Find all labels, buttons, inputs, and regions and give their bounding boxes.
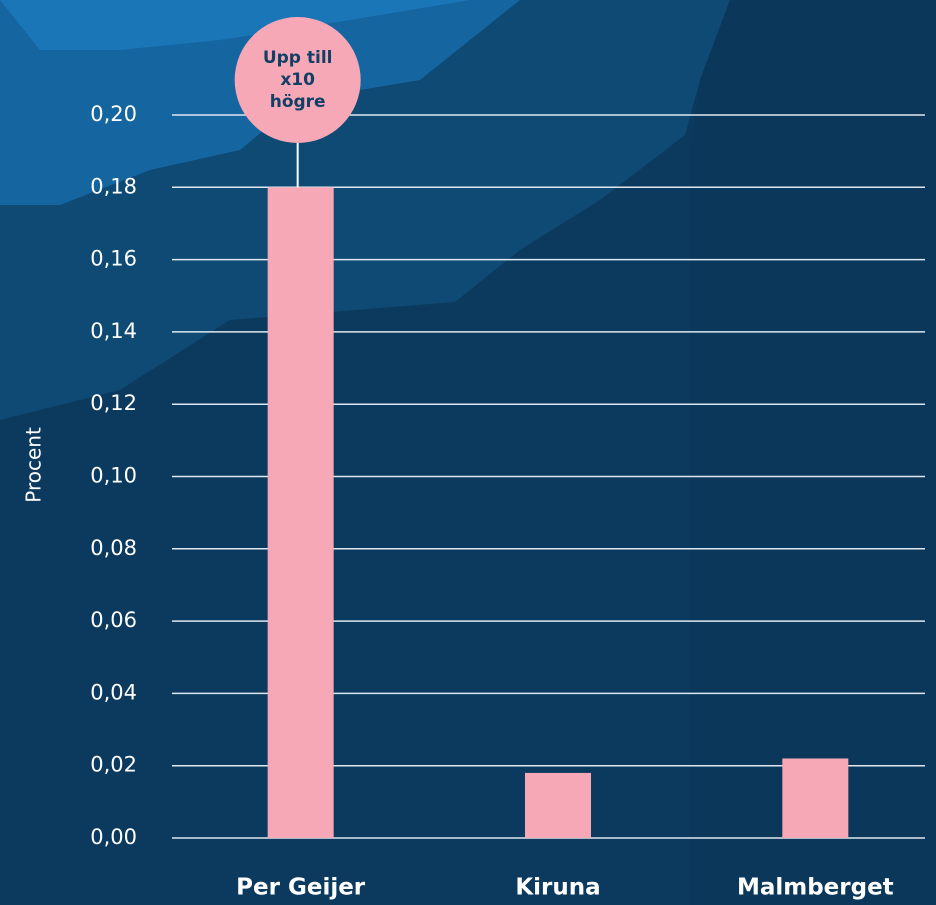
y-tick-label: 0,12: [90, 391, 137, 415]
x-tick-label: Malmberget: [737, 875, 894, 901]
y-tick-label: 0,10: [90, 464, 137, 488]
y-tick-label: 0,08: [90, 536, 137, 560]
background-shape: [0, 0, 470, 50]
y-tick-label: 0,02: [90, 753, 137, 777]
bar: [782, 758, 849, 838]
annotation-text: Upp till: [263, 48, 333, 68]
annotation-bubble: [234, 17, 361, 143]
y-tick-label: 0,16: [90, 247, 137, 271]
y-tick-label: 0,06: [90, 608, 137, 632]
annotation-text: högre: [270, 92, 326, 112]
bar: [525, 772, 591, 838]
background-shape: [690, 0, 936, 905]
annotation-text: x10: [280, 70, 315, 90]
bar: [267, 187, 334, 839]
x-tick-label: Kiruna: [515, 875, 600, 901]
y-tick-label: 0,00: [90, 825, 137, 849]
y-tick-label: 0,14: [90, 319, 137, 343]
y-tick-label: 0,20: [90, 102, 137, 126]
y-tick-label: 0,04: [90, 680, 137, 704]
y-tick-label: 0,18: [90, 174, 137, 198]
x-tick-label: Per Geijer: [236, 875, 366, 901]
y-axis-label: Procent: [22, 427, 46, 503]
